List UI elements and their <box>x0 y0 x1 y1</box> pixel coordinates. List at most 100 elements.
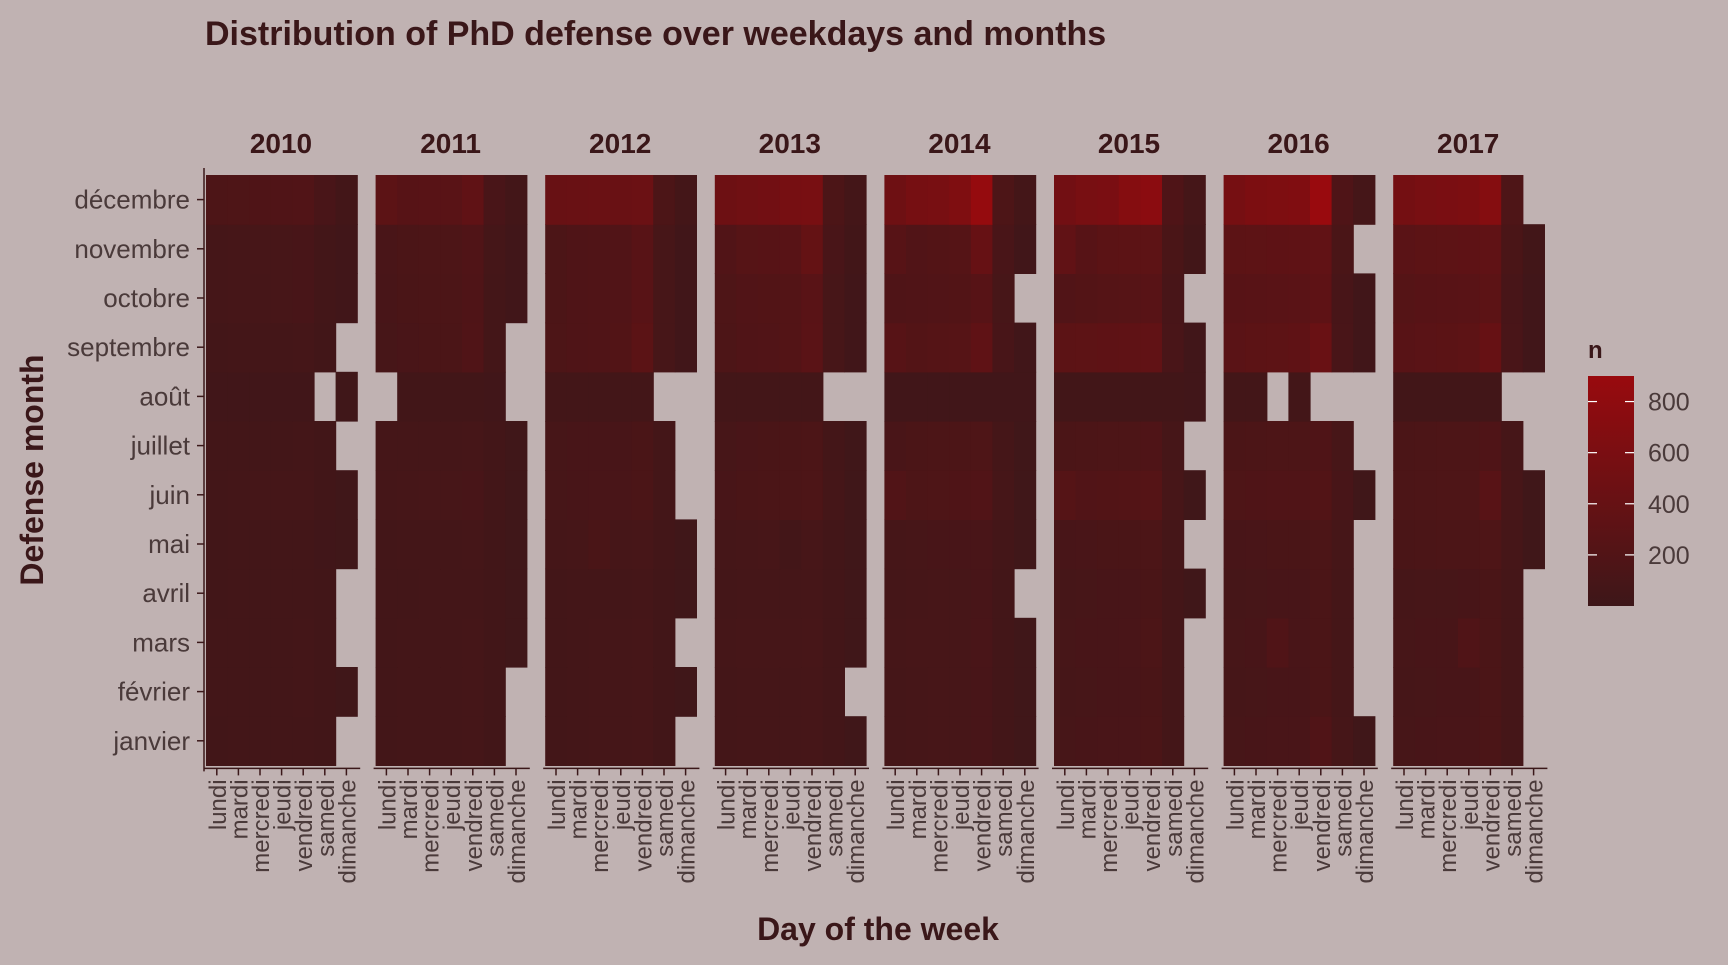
x-tick-label: mercredi <box>757 779 784 872</box>
heatmap-cell <box>1331 273 1354 324</box>
heatmap-cell <box>270 470 293 520</box>
heatmap-cell <box>1479 568 1502 619</box>
heatmap-cell <box>758 273 781 324</box>
heatmap-cell <box>1414 716 1437 766</box>
heatmap-cell <box>249 322 272 373</box>
heatmap-cell <box>249 175 272 225</box>
heatmap-cell <box>631 175 654 225</box>
heatmap-cell <box>1075 667 1098 717</box>
heatmap-cell <box>758 617 781 668</box>
heatmap-cell <box>1054 273 1077 324</box>
heatmap-cell <box>1310 175 1333 225</box>
heatmap-cell <box>1054 175 1077 225</box>
heatmap-cell <box>1522 322 1545 373</box>
heatmap-cell <box>1393 175 1416 225</box>
heatmap-cell <box>779 322 802 373</box>
heatmap-cell <box>566 224 589 274</box>
heatmap-cell <box>206 175 229 225</box>
heatmap-cell <box>1014 224 1037 274</box>
heatmap-cell <box>566 421 589 471</box>
heatmap-cell <box>270 716 293 766</box>
heatmap-cell <box>545 175 568 225</box>
heatmap-cell <box>1118 470 1141 520</box>
heatmap-cell <box>483 716 506 766</box>
heatmap-cell <box>1310 568 1333 619</box>
facet-panel-2014: 2014 lundimardimercredijeudivendredisamed… <box>882 128 1040 883</box>
heatmap-cell <box>970 667 993 717</box>
heatmap-cell <box>335 667 358 717</box>
heatmap-cell <box>418 716 441 766</box>
heatmap-cell <box>440 519 463 570</box>
heatmap-cell <box>249 519 272 570</box>
heatmap-cell <box>1522 224 1545 274</box>
heatmap-cell <box>1458 322 1481 373</box>
heatmap-cell <box>397 322 420 373</box>
heatmap-cell <box>566 667 589 717</box>
heatmap-cell <box>1162 175 1185 225</box>
heatmap-cell <box>375 617 398 668</box>
heatmap-cell <box>674 175 697 225</box>
heatmap-cell <box>462 716 485 766</box>
heatmap-cell <box>992 224 1015 274</box>
heatmap-cell <box>1501 519 1524 570</box>
heatmap-cell <box>314 273 337 324</box>
heatmap-cell <box>1245 568 1268 619</box>
heatmap-cell <box>314 470 337 520</box>
heatmap-cell <box>992 667 1015 717</box>
heatmap-cell <box>992 470 1015 520</box>
heatmap-cell <box>1479 519 1502 570</box>
heatmap-cell <box>1288 519 1311 570</box>
heatmap-cell <box>1245 470 1268 520</box>
heatmap-cell <box>927 568 950 619</box>
facet-panel-2011: 2011 lundimardimercredijeudivendredisamed… <box>373 128 531 883</box>
heatmap-cell <box>1414 224 1437 274</box>
heatmap-cell <box>884 568 907 619</box>
heatmap-cell <box>927 716 950 766</box>
heatmap-cell <box>884 224 907 274</box>
x-tick-label: jeudi <box>439 779 466 831</box>
heatmap-cell <box>1140 322 1163 373</box>
heatmap-cell <box>1393 667 1416 717</box>
heatmap-cell <box>227 371 250 422</box>
heatmap-cell <box>418 371 441 422</box>
heatmap-cell <box>844 224 867 274</box>
heatmap-cell <box>397 667 420 717</box>
heatmap-cell <box>292 568 315 619</box>
x-tick-label: dimanche <box>1522 779 1549 883</box>
heatmap-cell <box>1414 273 1437 324</box>
heatmap-cell <box>1075 371 1098 422</box>
heatmap-cell <box>801 175 824 225</box>
heatmap-cell <box>314 421 337 471</box>
facet-label: 2016 <box>1267 128 1329 159</box>
heatmap-cell <box>545 371 568 422</box>
heatmap-cell <box>884 667 907 717</box>
heatmap-cell <box>1245 175 1268 225</box>
facet-label: 2012 <box>589 128 651 159</box>
heatmap-cell <box>397 568 420 619</box>
x-tick-label: mardi <box>1244 779 1271 839</box>
x-tick-label: jeudi <box>1457 779 1484 831</box>
heatmap-cell <box>1393 716 1416 766</box>
heatmap-cell <box>588 175 611 225</box>
heatmap-cell <box>1479 716 1502 766</box>
heatmap-cell <box>1414 175 1437 225</box>
heatmap-cell <box>736 371 759 422</box>
heatmap-cell <box>462 667 485 717</box>
heatmap-cell <box>1479 273 1502 324</box>
heatmap-cell <box>375 175 398 225</box>
heatmap-cell <box>801 617 824 668</box>
heatmap-cell <box>1310 470 1333 520</box>
heatmap-cell <box>566 519 589 570</box>
heatmap-cell <box>1097 322 1120 373</box>
heatmap-cell <box>418 667 441 717</box>
heatmap-cell <box>375 322 398 373</box>
heatmap-cell <box>1245 421 1268 471</box>
heatmap-cell <box>1245 617 1268 668</box>
heatmap-cell <box>1266 273 1289 324</box>
heatmap-cell <box>375 519 398 570</box>
heatmap-cell <box>610 716 633 766</box>
heatmap-cell <box>653 224 676 274</box>
heatmap-cell <box>1140 421 1163 471</box>
heatmap-cell <box>249 568 272 619</box>
facet-panel-2010: 2010 lundimardimercredijeudivendredisamed… <box>204 128 361 883</box>
